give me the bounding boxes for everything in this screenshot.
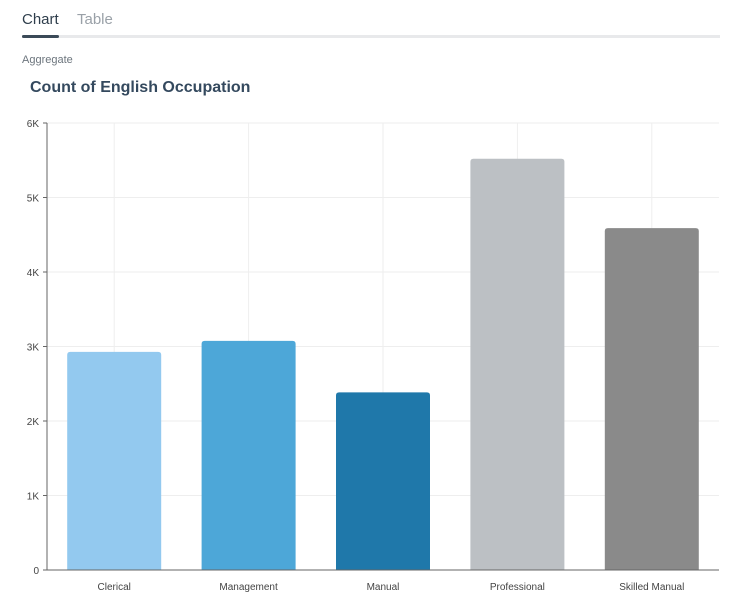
tab-chart[interactable]: Chart xyxy=(22,11,59,38)
y-tick-label: 4K xyxy=(27,268,40,279)
x-tick-label: Manual xyxy=(367,582,400,593)
bar-manual xyxy=(336,392,430,570)
chart-title: Count of English Occupation xyxy=(30,79,251,96)
x-tick-label: Management xyxy=(219,582,278,593)
tab-table[interactable]: Table xyxy=(77,11,113,28)
y-tick-label: 6K xyxy=(27,119,40,130)
x-tick-label: Clerical xyxy=(98,582,131,593)
y-tick-label: 3K xyxy=(27,343,40,354)
x-tick-label: Professional xyxy=(490,582,545,593)
aggregate-label: Aggregate xyxy=(22,54,73,66)
bar-management xyxy=(201,340,296,570)
y-tick-label: 0 xyxy=(33,566,39,577)
bar-skilled-manual xyxy=(604,228,699,570)
y-tick-label: 5K xyxy=(27,194,40,205)
y-tick-label: 2K xyxy=(27,417,40,428)
x-tick-label: Skilled Manual xyxy=(619,582,684,593)
bar-clerical xyxy=(67,351,162,570)
y-tick-label: 1K xyxy=(27,492,40,503)
bar-professional xyxy=(470,158,565,570)
view-tabs: Chart Table xyxy=(22,8,720,38)
